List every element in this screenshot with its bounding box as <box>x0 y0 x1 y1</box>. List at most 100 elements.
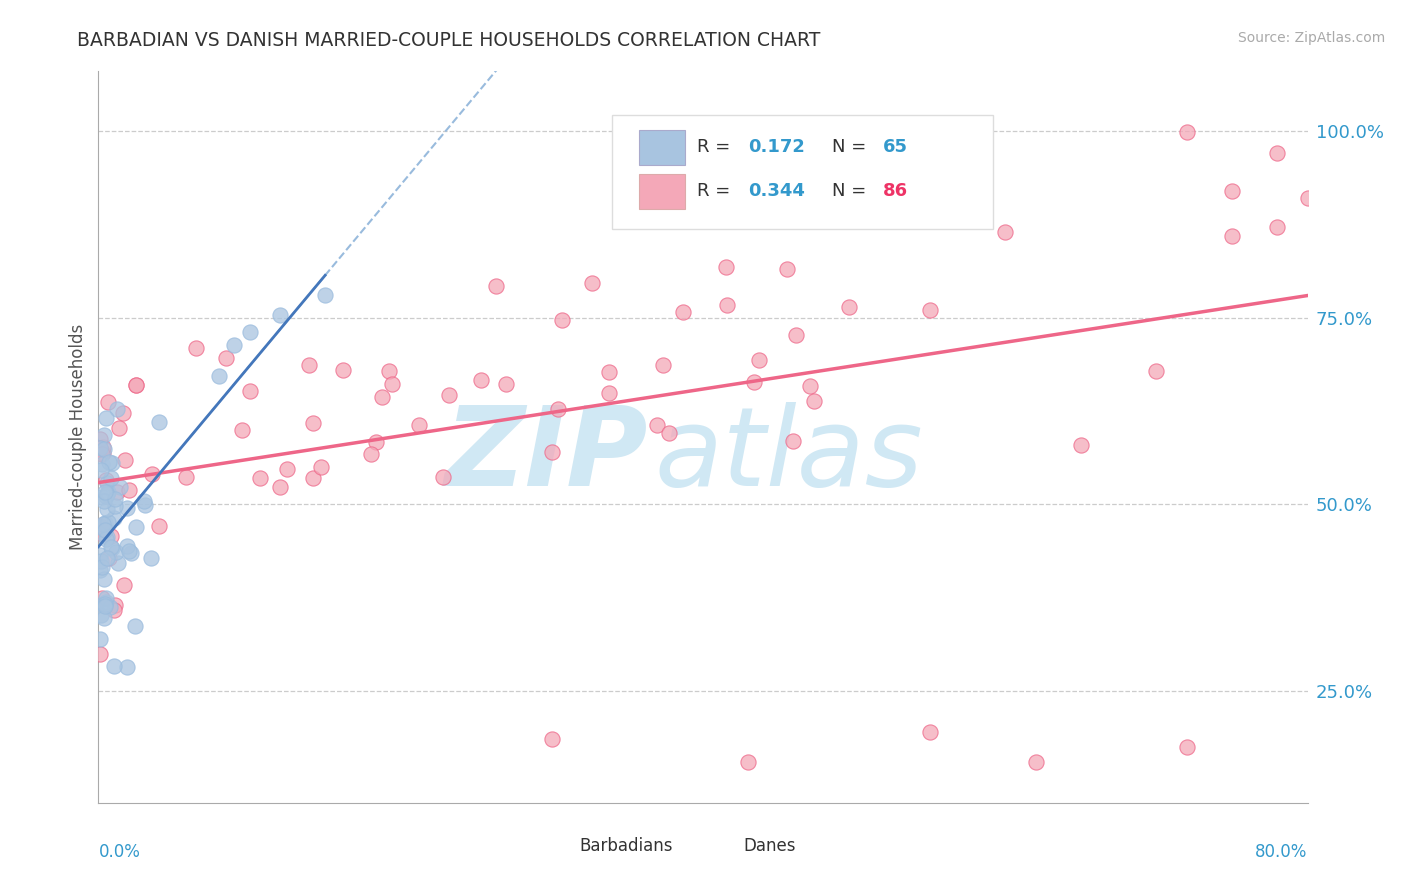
Point <box>215 351 238 365</box>
Point <box>91 445 114 459</box>
Point <box>269 309 291 323</box>
Point <box>716 298 738 312</box>
Point <box>120 546 142 560</box>
Point <box>785 328 807 343</box>
Point <box>364 435 387 450</box>
Bar <box>638 174 685 209</box>
Point <box>97 485 120 500</box>
Text: N =: N = <box>832 182 872 200</box>
Point <box>94 484 117 499</box>
Point <box>93 442 115 456</box>
Point <box>89 632 111 647</box>
Text: atlas: atlas <box>655 402 924 508</box>
Point <box>91 591 114 605</box>
Point <box>91 560 114 574</box>
Point <box>93 572 115 586</box>
Point <box>89 525 111 540</box>
Point <box>90 447 112 461</box>
Point <box>803 393 825 408</box>
Point <box>117 501 139 516</box>
Point <box>302 416 325 430</box>
Point <box>89 432 111 446</box>
Point <box>141 467 163 481</box>
Point <box>105 545 128 559</box>
FancyBboxPatch shape <box>613 115 993 228</box>
Point <box>1296 190 1319 204</box>
Y-axis label: Married-couple Households: Married-couple Households <box>69 324 87 550</box>
Point <box>381 376 404 391</box>
Text: Source: ZipAtlas.com: Source: ZipAtlas.com <box>1237 31 1385 45</box>
Point <box>100 541 122 555</box>
Point <box>737 755 759 769</box>
Text: N =: N = <box>832 137 872 156</box>
Point <box>186 341 208 355</box>
Point <box>112 578 135 592</box>
Point <box>94 489 117 503</box>
Point <box>1024 755 1046 769</box>
Point <box>838 300 860 314</box>
Point <box>598 365 620 379</box>
Point <box>96 532 118 546</box>
Text: 65: 65 <box>883 137 908 156</box>
Point <box>918 725 941 739</box>
Text: 0.344: 0.344 <box>748 182 804 200</box>
Point <box>89 441 111 455</box>
Point <box>581 276 603 290</box>
Point <box>714 260 737 274</box>
Point <box>114 453 136 467</box>
Point <box>371 390 394 404</box>
Point <box>249 471 271 485</box>
Point <box>89 563 111 577</box>
Point <box>776 261 799 276</box>
Point <box>91 516 114 531</box>
Point <box>1175 739 1198 754</box>
Point <box>94 599 117 614</box>
Point <box>1220 184 1243 198</box>
Point <box>89 441 111 455</box>
Point <box>103 511 125 525</box>
Point <box>748 352 770 367</box>
Point <box>787 157 810 171</box>
Point <box>97 455 120 469</box>
Point <box>89 548 111 562</box>
Point <box>90 463 112 477</box>
Point <box>1267 146 1289 161</box>
Point <box>672 305 695 319</box>
Text: ZIP: ZIP <box>446 402 648 508</box>
Point <box>540 732 562 747</box>
Point <box>231 423 253 437</box>
Point <box>314 288 336 302</box>
Point <box>547 402 569 417</box>
Point <box>470 373 492 387</box>
Point <box>1070 438 1092 452</box>
Point <box>110 480 132 494</box>
Point <box>115 539 138 553</box>
Point <box>658 425 681 440</box>
Point <box>89 518 111 533</box>
Point <box>224 338 246 352</box>
Point <box>141 550 163 565</box>
Point <box>239 384 262 398</box>
Point <box>174 469 197 483</box>
Point <box>97 515 120 529</box>
Point <box>298 358 321 372</box>
Point <box>269 480 291 494</box>
Text: Barbadians: Barbadians <box>579 837 673 855</box>
Text: Danes: Danes <box>742 837 796 855</box>
Point <box>93 494 115 508</box>
Point <box>89 647 111 661</box>
Point <box>98 599 121 614</box>
Point <box>742 375 765 389</box>
Point <box>437 388 460 402</box>
Point <box>100 529 122 543</box>
Point <box>540 445 562 459</box>
Point <box>652 358 675 372</box>
Point <box>408 417 430 432</box>
Point <box>551 312 574 326</box>
Point <box>1175 126 1198 140</box>
Point <box>332 363 354 377</box>
Point <box>89 520 111 534</box>
Point <box>107 556 129 570</box>
Point <box>91 597 114 611</box>
Point <box>104 491 127 506</box>
